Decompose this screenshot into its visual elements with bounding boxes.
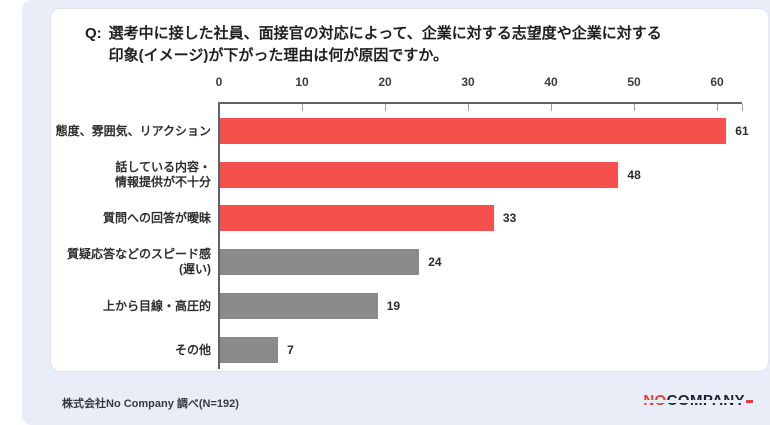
value-label: 48 — [627, 168, 641, 182]
category-label: その他 — [174, 342, 211, 357]
logo-strikethrough — [641, 400, 747, 403]
category-label: 話している内容・ 情報提供が不十分 — [114, 160, 211, 189]
bar-chart: 0 10 20 30 40 50 60 態度、雰囲気、リアクション 61 話している内容・ 情報提… — [51, 9, 768, 371]
question-text: 選考中に接した社員、面接官の対応によって、企業に対する志望度や企業に対する 印象… — [108, 25, 662, 64]
x-axis-tick-label: 50 — [627, 75, 641, 89]
x-axis-tick — [302, 104, 303, 111]
bar — [220, 249, 419, 275]
value-label: 19 — [386, 299, 401, 313]
category-label: 上から目線・高圧的 — [102, 298, 211, 313]
value-label: 7 — [287, 343, 294, 357]
x-axis-tick-label: 60 — [710, 75, 724, 89]
x-axis-tick — [385, 104, 386, 111]
value-label: 24 — [428, 255, 442, 269]
y-axis-line — [218, 102, 220, 369]
question-title: Q: 選考中に接した社員、面接官の対応によって、企業に対する志望度や企業に対する… — [85, 23, 662, 67]
bar — [220, 293, 378, 319]
value-label: 33 — [502, 211, 517, 225]
category-label: 質問への回答が曖昧 — [102, 210, 211, 225]
x-axis-tick-label: 10 — [295, 75, 309, 89]
company-logo: NOCOMPANY — [641, 392, 753, 410]
bar — [220, 162, 618, 188]
chart-card: Q: 選考中に接した社員、面接官の対応によって、企業に対する志望度や企業に対する… — [50, 8, 769, 372]
bar — [220, 205, 494, 231]
question-prefix: Q: — [85, 25, 102, 42]
bar — [220, 118, 726, 144]
x-axis-line — [219, 102, 742, 104]
x-axis-tick-label: 20 — [378, 75, 392, 89]
logo-red-dash — [746, 400, 753, 403]
x-axis-tick — [468, 104, 469, 111]
category-label: 態度、雰囲気、リアクション — [55, 123, 211, 138]
x-axis-tick — [741, 104, 743, 111]
x-axis-tick-label: 40 — [544, 75, 558, 89]
x-axis-tick — [551, 104, 552, 111]
x-axis-tick-label: 0 — [215, 75, 223, 89]
bar — [220, 337, 278, 363]
company-logo-wordmark: NOCOMPANY — [641, 392, 753, 410]
category-label: 質疑応答などのスピード感 (遅い) — [66, 247, 211, 276]
x-axis-tick — [634, 104, 635, 111]
source-note: 株式会社No Company 調べ(N=192) — [62, 397, 239, 410]
x-axis-tick — [717, 104, 718, 111]
background-panel: Q: 選考中に接した社員、面接官の対応によって、企業に対する志望度や企業に対する… — [22, 0, 770, 425]
x-axis-tick-label: 30 — [461, 75, 475, 89]
value-label: 61 — [735, 124, 749, 138]
